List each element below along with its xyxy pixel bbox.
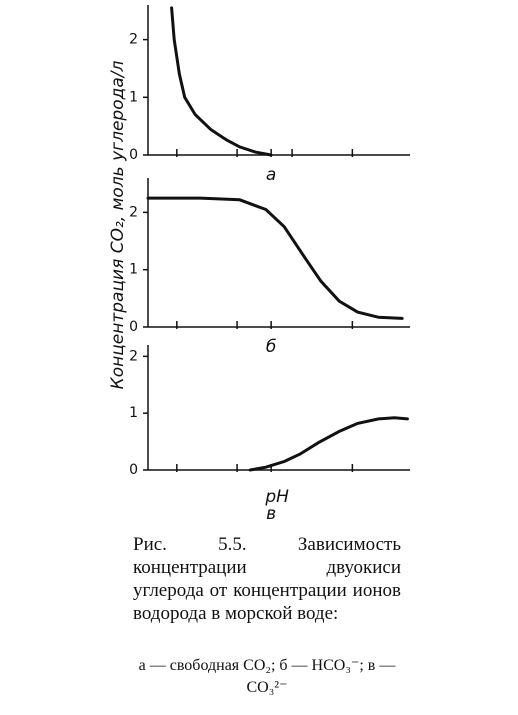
subplot-label: в [266,504,276,524]
data-line [170,6,273,157]
data-line [248,416,409,472]
subplot-label: а [266,165,276,185]
y-tick-label: 2 [129,204,138,220]
y-tick-label: 0 [129,147,138,163]
y-tick-label: 1 [129,262,138,278]
y-tick-label: 0 [129,319,138,335]
subplot-label: б [266,337,276,357]
y-axis-label: Концентрация CO₂, моль углерода/л [108,60,128,389]
caption: Рис. 5.5. Зависимость концентрации двуок… [133,534,401,624]
y-tick-label: 2 [129,32,138,48]
y-tick-label: 1 [129,405,138,421]
figure: 0 1 2 а 0 1 2 б Концентрация CO₂, моль углерода/… [108,5,410,524]
y-tick-label: 2 [129,348,138,364]
y-tick-label: 1 [129,89,138,105]
data-line [146,196,404,320]
y-tick-label: 0 [129,462,138,478]
x-axis-label: pH [264,487,289,507]
legend: а — свободная CO₂; б — HCO₃⁻; в — CO₃²⁻ [138,657,396,696]
